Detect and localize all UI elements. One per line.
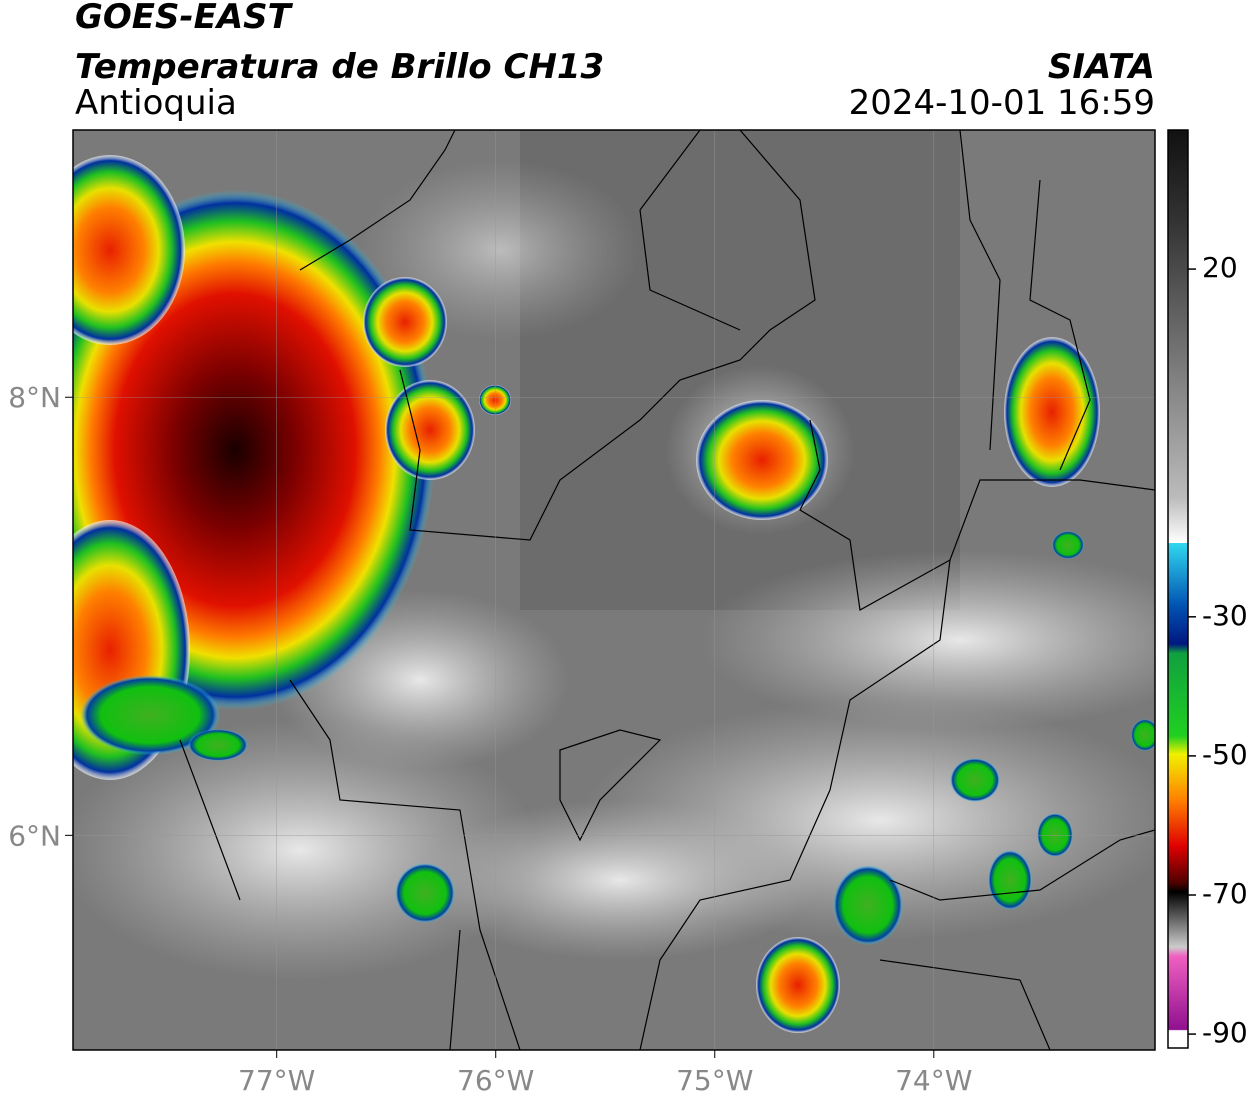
colorbar — [1167, 129, 1189, 1049]
title: GOES-EAST — [75, 0, 294, 37]
x-tick-label: 75°W — [676, 1064, 753, 1097]
satellite-image — [73, 130, 1155, 1050]
x-tick-label: 76°W — [457, 1064, 534, 1097]
colorbar-label: 20 — [1202, 251, 1238, 284]
source: SIATA — [1048, 47, 1155, 87]
map-frame — [72, 129, 1156, 1051]
region: Antioquia — [75, 83, 237, 123]
x-tick-label: 74°W — [895, 1064, 972, 1097]
subtitle: Temperatura de Brillo CH13 — [75, 47, 604, 87]
colorbar-label: -30 — [1202, 599, 1248, 632]
y-tick-label: 8°N — [8, 381, 61, 414]
colorbar-label: -70 — [1202, 877, 1248, 910]
x-tick-label: 77°W — [238, 1064, 315, 1097]
colorbar-label: -90 — [1202, 1016, 1248, 1049]
y-tick-label: 6°N — [8, 819, 61, 852]
grid — [73, 130, 1155, 1050]
colorbar-label: -50 — [1202, 738, 1248, 771]
datetime: 2024-10-01 16:59 — [849, 83, 1155, 123]
